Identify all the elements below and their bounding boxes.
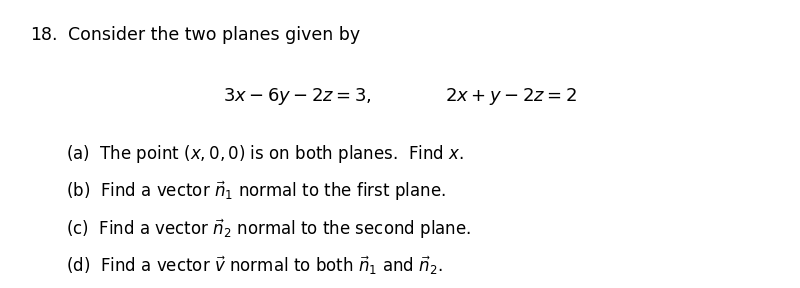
Text: $3x - 6y - 2z = 3, \qquad\qquad 2x + y - 2z = 2$: $3x - 6y - 2z = 3, \qquad\qquad 2x + y -…: [223, 86, 577, 107]
Text: (a)  The point $(x, 0, 0)$ is on both planes.  Find $x$.: (a) The point $(x, 0, 0)$ is on both pla…: [66, 143, 464, 164]
Text: (c)  Find a vector $\vec{n}_2$ normal to the second plane.: (c) Find a vector $\vec{n}_2$ normal to …: [66, 217, 471, 241]
Text: (b)  Find a vector $\vec{n}_1$ normal to the first plane.: (b) Find a vector $\vec{n}_1$ normal to …: [66, 180, 446, 204]
Text: 18.: 18.: [30, 26, 58, 44]
Text: Consider the two planes given by: Consider the two planes given by: [68, 26, 360, 44]
Text: (d)  Find a vector $\vec{v}$ normal to both $\vec{n}_1$ and $\vec{n}_2$.: (d) Find a vector $\vec{v}$ normal to bo…: [66, 255, 442, 277]
